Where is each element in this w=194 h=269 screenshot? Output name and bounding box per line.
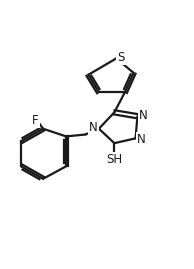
Text: F: F	[32, 114, 39, 127]
Text: N: N	[89, 121, 98, 134]
Text: S: S	[117, 51, 125, 64]
Text: N: N	[137, 133, 146, 146]
Text: N: N	[139, 109, 148, 122]
Text: SH: SH	[106, 153, 122, 166]
